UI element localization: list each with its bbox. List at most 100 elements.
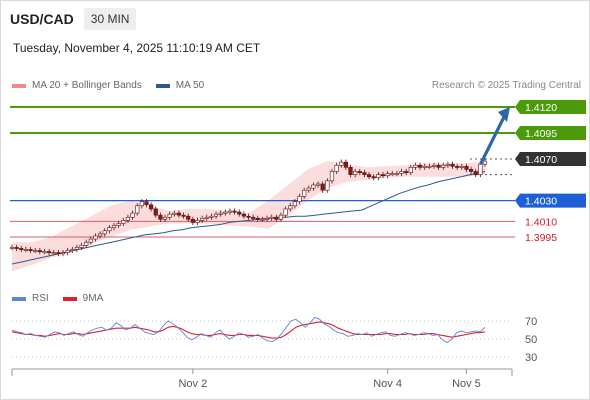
candle-body xyxy=(408,167,413,173)
x-tick-label-0: Nov 2 xyxy=(178,378,207,390)
candle-body xyxy=(478,163,483,175)
candle-body xyxy=(190,219,195,223)
candle-body xyxy=(153,208,158,216)
candle-body xyxy=(51,252,56,255)
candle-body xyxy=(348,167,353,175)
x-tick-label-1: Nov 4 xyxy=(373,378,402,390)
candle-body xyxy=(79,245,84,248)
legend-bb: MA 20 + Bollinger Bands xyxy=(12,80,142,91)
rsi-tick-label-1: 50 xyxy=(525,334,537,346)
candle-body xyxy=(102,230,107,235)
candle-body xyxy=(297,196,302,202)
candle-body xyxy=(339,161,344,166)
projection-arrow xyxy=(479,115,506,165)
candle-body xyxy=(404,171,409,173)
credit-text: Research © 2025 Trading Central xyxy=(431,80,581,91)
rsi-tick-label-0: 70 xyxy=(525,316,537,328)
candle-body xyxy=(241,213,246,217)
candle-body xyxy=(315,183,321,186)
candle-body xyxy=(362,172,367,175)
symbol-label: USD/CAD xyxy=(10,11,74,27)
candle-body xyxy=(19,248,24,250)
candle-body xyxy=(93,235,98,240)
candle-body xyxy=(353,171,358,175)
candle-body xyxy=(269,216,274,219)
candle-body xyxy=(450,163,455,167)
candle-body xyxy=(121,220,126,224)
candle-body xyxy=(213,213,219,217)
legend-rsima: 9MA xyxy=(62,293,103,304)
candle-body xyxy=(46,251,52,254)
candle-body xyxy=(88,238,93,243)
candle-body xyxy=(422,165,427,168)
candle-body xyxy=(111,225,117,228)
candle-body xyxy=(376,174,381,179)
bb-swatch-icon xyxy=(12,83,26,88)
candle-body xyxy=(28,249,33,251)
candle-body xyxy=(218,212,223,215)
candle-body xyxy=(186,215,191,220)
candle-body xyxy=(42,251,47,254)
candle-body xyxy=(325,180,330,191)
candle-body xyxy=(227,210,233,213)
candle-body xyxy=(343,161,348,168)
candle-body xyxy=(56,252,61,255)
candle-body xyxy=(98,233,103,237)
candle-body xyxy=(130,212,135,218)
candle-body xyxy=(445,163,451,166)
candle-body xyxy=(441,164,446,168)
candle-body xyxy=(60,252,66,255)
candle-body xyxy=(468,169,474,172)
price-legend: MA 20 + Bollinger Bands MA 50 xyxy=(12,80,204,91)
candle-body xyxy=(195,220,200,223)
candle-body xyxy=(125,216,131,221)
candle-body xyxy=(167,213,172,218)
legend-rsi: RSI xyxy=(12,293,49,304)
rsi-swatch-icon xyxy=(12,296,26,301)
projection-arrowhead-icon xyxy=(498,107,510,122)
candle-body xyxy=(135,205,140,214)
candle-body xyxy=(329,171,335,182)
candle-body xyxy=(251,216,256,219)
candle-body xyxy=(431,164,437,167)
candle-body xyxy=(464,165,469,170)
candle-body xyxy=(107,227,112,232)
candle-body xyxy=(264,217,270,220)
candle-body xyxy=(181,214,186,217)
candle-body xyxy=(357,171,362,173)
candle-body xyxy=(394,173,399,176)
ma50-swatch-icon xyxy=(155,83,170,88)
candle-body xyxy=(417,164,423,168)
level-tag-label-0: 1.4120 xyxy=(525,102,557,114)
candle-body xyxy=(172,212,177,215)
level-tag-label-5: 1.3995 xyxy=(525,232,557,244)
candle-body xyxy=(278,214,284,220)
candle-body xyxy=(366,174,372,177)
candle-body xyxy=(139,201,144,207)
candle-body xyxy=(149,204,154,210)
level-tag-3 xyxy=(515,193,586,208)
candle-body xyxy=(176,212,182,216)
level-tag-label-3: 1.4030 xyxy=(525,196,557,208)
rsi-ma-line xyxy=(11,321,486,339)
legend-ma50: MA 50 xyxy=(155,80,204,91)
candle-body xyxy=(144,201,149,206)
timeframe-badge[interactable]: 30 MIN xyxy=(83,8,137,30)
candle-body xyxy=(413,164,418,168)
candle-body xyxy=(455,165,460,168)
candle-body xyxy=(260,219,265,221)
candle-body xyxy=(459,165,464,168)
candle-body xyxy=(427,165,432,168)
level-tag-label-2: 1.4070 xyxy=(525,154,557,166)
ma50-line xyxy=(11,171,486,265)
candle-body xyxy=(473,171,478,175)
level-tag-2 xyxy=(515,152,586,166)
candle-body xyxy=(65,250,70,253)
rsi-line xyxy=(11,316,486,344)
level-tag-1 xyxy=(515,126,586,140)
candle-body xyxy=(209,215,214,218)
candle-body xyxy=(380,174,386,177)
candle-body xyxy=(306,187,311,191)
candle-body xyxy=(237,211,242,215)
